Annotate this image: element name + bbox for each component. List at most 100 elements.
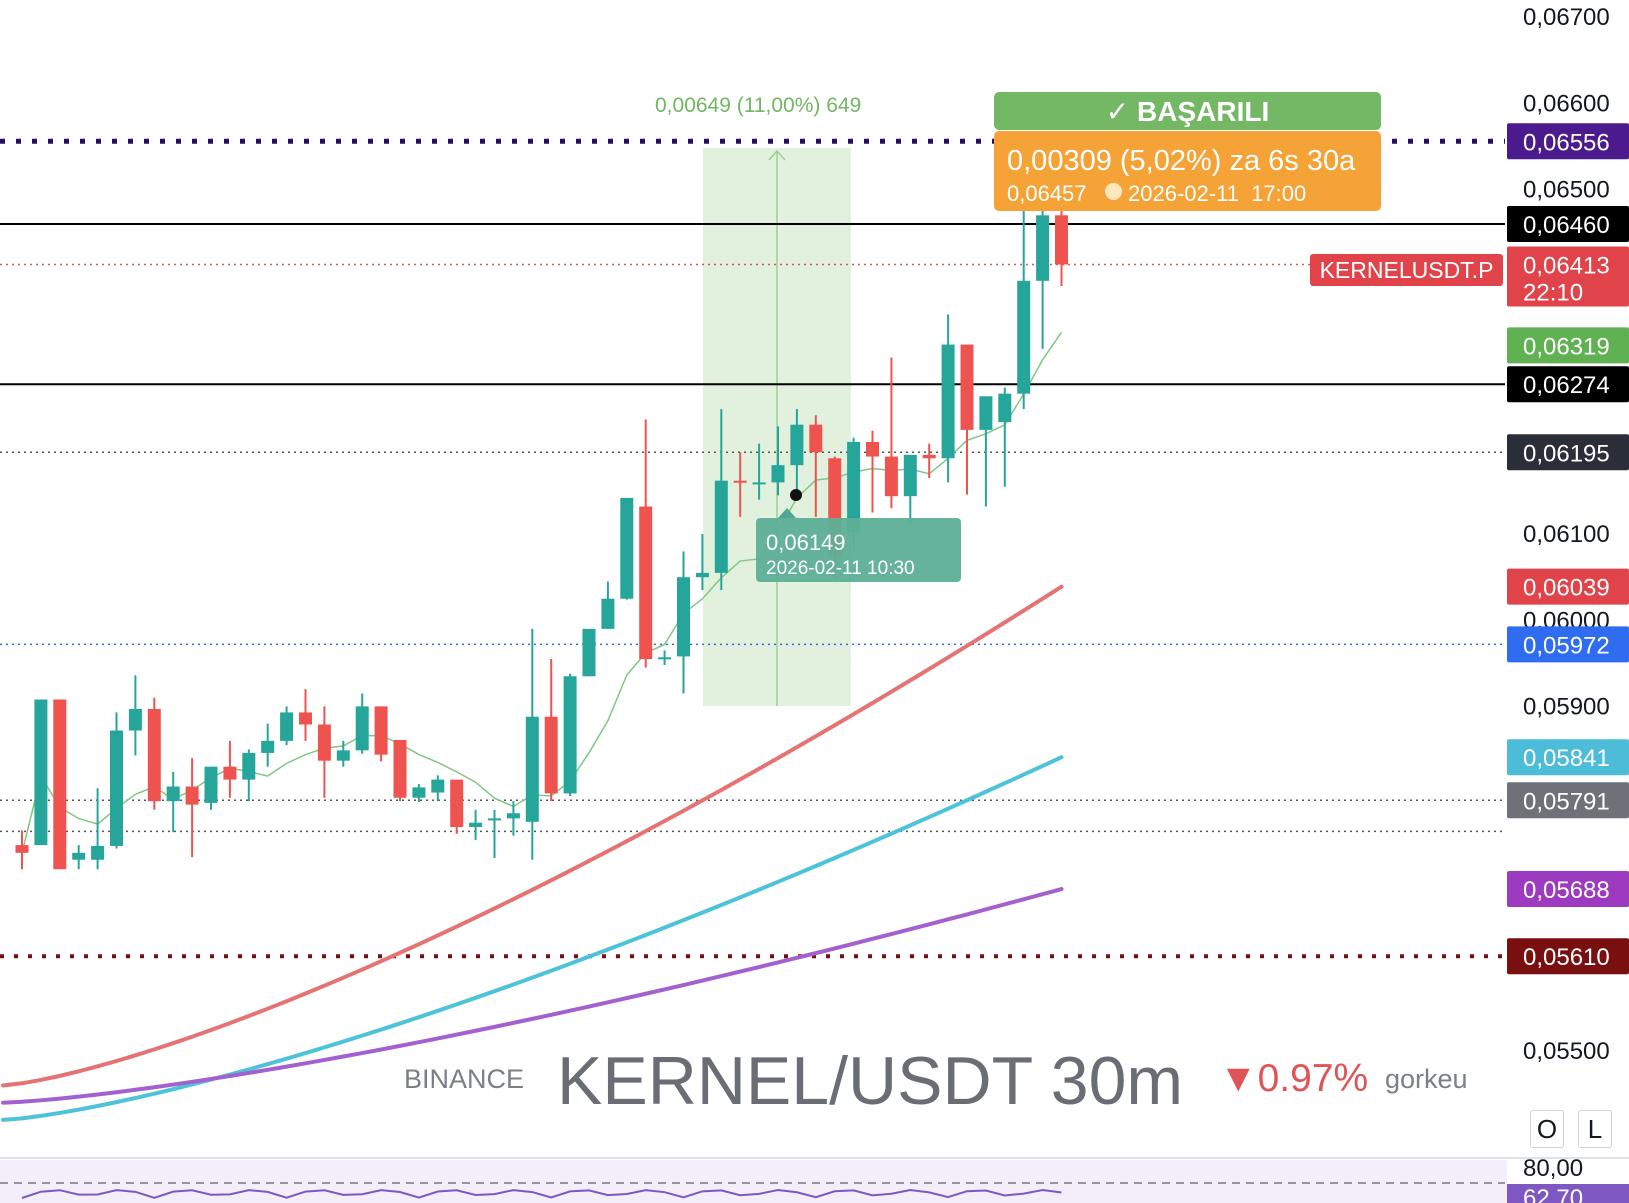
candle-body-32: [620, 497, 634, 599]
price-tag-bg-2: [1507, 246, 1629, 307]
candle-body-8: [166, 786, 180, 802]
candle-body-19: [374, 706, 388, 755]
candle-body-35: [677, 577, 690, 657]
clock-icon: [1105, 183, 1122, 200]
target-info-box: 0,00309 (5,02%) za 6s 30a 0,06457 2026-0…: [994, 131, 1381, 211]
range-measure-label: 0,00649 (11,00%) 649: [655, 94, 862, 117]
candle-body-45: [866, 441, 879, 457]
target-change-text: 0,00309 (5,02%) za 6s 30a: [1007, 145, 1356, 177]
price-tag-label: 0,06274: [1523, 372, 1610, 399]
price-tag-label: 0,06039: [1523, 575, 1610, 602]
candle-body-47: [903, 454, 917, 497]
axis-tick-label: 0,06500: [1523, 177, 1610, 204]
candle-body-17: [336, 750, 350, 761]
price-tag-label: 0,05972: [1523, 632, 1610, 659]
price-tag-bg-10: [1507, 871, 1629, 908]
candle-body-39: [752, 482, 766, 485]
success-badge-label: ✓ BAŞARILI: [1105, 95, 1270, 127]
range-arrow-head: [768, 149, 786, 161]
candle-body-9: [185, 786, 199, 805]
candle-body-1: [34, 699, 48, 846]
l-button[interactable]: L: [1578, 1110, 1612, 1148]
candle-body-5: [110, 730, 123, 846]
axis-tick-label: 0,06600: [1523, 90, 1610, 117]
candle-body-44: [847, 441, 861, 533]
candle-body-49: [941, 344, 955, 459]
candle-body-33: [639, 506, 653, 660]
price-tag-sub: 22:10: [1523, 279, 1583, 306]
candle-body-27: [525, 716, 539, 822]
price-tag-label: 0,05791: [1523, 788, 1610, 815]
price-tag-label: 0,05688: [1523, 877, 1610, 904]
candle-body-0: [15, 845, 29, 853]
candle-body-54: [1036, 215, 1050, 281]
candle-body-10: [204, 766, 218, 803]
candle-body-50: [960, 344, 974, 430]
ma-cyan-line: [1, 755, 1064, 1122]
candle-body-24: [469, 822, 483, 828]
candle-body-14: [280, 712, 294, 741]
candle-body-22: [431, 779, 445, 793]
candle-body-40: [771, 465, 785, 483]
price-tag-label: 0,06195: [1523, 440, 1610, 467]
candle-body-16: [317, 724, 331, 761]
oscillator-line: [21, 1189, 1062, 1199]
watermark-author: gorkeu: [1385, 1064, 1468, 1094]
axis-tick-label: 0,05500: [1523, 1038, 1610, 1065]
ma-fast-line: [21, 331, 1063, 854]
success-badge: ✓ BAŞARILI: [994, 92, 1381, 130]
candle-body-12: [242, 752, 256, 780]
price-tag-label: 0,05610: [1523, 944, 1610, 971]
candle-body-18: [355, 706, 369, 751]
axis-tick-label: 0,06100: [1523, 521, 1610, 548]
candle-body-55: [1055, 215, 1068, 265]
price-tag-bg-7: [1507, 626, 1629, 663]
price-tag-label: 0,06413: [1523, 252, 1610, 279]
entry-info-box: 0,06149 2026-02-11 10:30: [756, 518, 961, 582]
candle-body-42: [809, 424, 823, 453]
entry-pointer: [778, 508, 796, 518]
osc-value-tag: [1507, 1184, 1629, 1203]
watermark-symbol: KERNEL/USDT 30m: [557, 1043, 1184, 1119]
candle-body-46: [884, 456, 898, 497]
osc-axis-label: 80,00: [1523, 1155, 1583, 1182]
osc-value-label: 62,70: [1523, 1185, 1583, 1203]
candle-body-37: [714, 480, 728, 573]
axis-tick-label: 0,05900: [1523, 693, 1610, 720]
candle-body-34: [658, 657, 672, 660]
candle-body-23: [450, 779, 464, 828]
candle-body-29: [563, 676, 577, 794]
candle-body-25: [488, 818, 501, 821]
price-tag-bg-11: [1507, 938, 1629, 975]
candle-body-7: [147, 708, 161, 802]
price-tag-label: 0,06319: [1523, 333, 1610, 360]
candle-body-13: [261, 740, 275, 753]
ma-purple-line: [1, 887, 1064, 1105]
candle-body-11: [223, 766, 237, 780]
candle-body-6: [128, 708, 142, 731]
price-tag-bg-1: [1507, 205, 1629, 242]
candle-body-53: [1017, 280, 1031, 394]
candle-body-4: [91, 845, 105, 860]
candle-body-48: [922, 454, 936, 459]
candle-body-15: [299, 712, 312, 725]
symbol-tag: KERNELUSDT.P: [1310, 254, 1503, 286]
candle-body-21: [412, 787, 426, 798]
candle-body-3: [72, 852, 86, 860]
entry-price-text: 0,06149: [766, 530, 846, 555]
price-tag-label: 0,06556: [1523, 129, 1610, 156]
candle-body-36: [695, 572, 709, 578]
o-button[interactable]: O: [1530, 1110, 1564, 1148]
price-tag-label: 0,05841: [1523, 745, 1610, 772]
candle-body-20: [393, 739, 407, 798]
candle-body-28: [544, 716, 558, 794]
axis-tick-label: 0,06700: [1523, 4, 1610, 31]
ma-red-line: [1, 584, 1064, 1088]
price-tag-bg-4: [1507, 366, 1629, 403]
candle-body-26: [506, 813, 520, 819]
price-tag-bg-6: [1507, 568, 1629, 605]
price-tag-bg-8: [1507, 739, 1629, 776]
watermark-change: ▼0.97%: [1219, 1057, 1369, 1100]
